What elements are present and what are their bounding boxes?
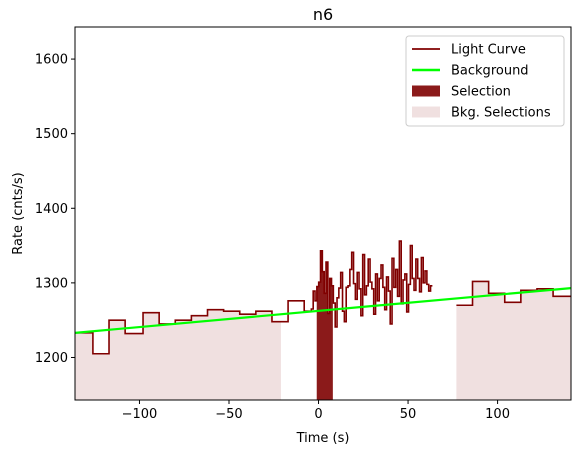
legend-item: Background: [412, 64, 529, 79]
background-layer: [74, 287, 572, 334]
legend-label: Light Curve: [451, 43, 526, 58]
legend-item: Light Curve: [412, 43, 526, 58]
x-tick-label: −100: [122, 407, 158, 422]
legend-patch-swatch: [412, 85, 440, 97]
legend-label: Bkg. Selections: [451, 106, 551, 121]
x-axis-label: Time (s): [296, 431, 350, 446]
x-tick-label: 100: [485, 407, 510, 422]
y-tick-label: 1300: [35, 276, 68, 291]
x-tick-label: 0: [314, 407, 322, 422]
chart-title: n6: [313, 5, 333, 24]
y-tick-label: 1400: [35, 202, 68, 217]
bkg-selection-layer: [75, 281, 571, 400]
x-tick-label: −50: [215, 407, 242, 422]
y-tick-label: 1500: [35, 127, 68, 142]
x-axis: −100 −50 0 50 100: [122, 400, 510, 422]
bkg-selection-region: [456, 281, 571, 400]
selection-region: [316, 250, 333, 400]
y-tick-label: 1600: [35, 53, 68, 68]
legend-box: [405, 35, 565, 127]
bkg-selection-region: [75, 309, 281, 400]
y-tick-label: 1200: [35, 351, 68, 366]
light-curve-layer: [75, 240, 571, 355]
legend-label: Selection: [451, 85, 511, 100]
x-tick-label: 50: [400, 407, 417, 422]
legend-item: Selection: [412, 85, 511, 100]
light-curve-line: [75, 240, 433, 355]
y-axis-label: Rate (cnts/s): [11, 172, 26, 255]
legend-item: Bkg. Selections: [412, 106, 551, 121]
legend-patch-swatch: [412, 106, 440, 118]
selection-layer: [316, 250, 333, 400]
plot-frame: [74, 26, 572, 401]
light-curve-line-right: [456, 280, 571, 307]
legend-label: Background: [451, 64, 529, 79]
background-line: [74, 287, 572, 334]
y-axis: 1200 1300 1400 1500 1600: [35, 53, 75, 366]
legend: Light Curve Background Selection Bkg. Selec…: [405, 35, 565, 127]
